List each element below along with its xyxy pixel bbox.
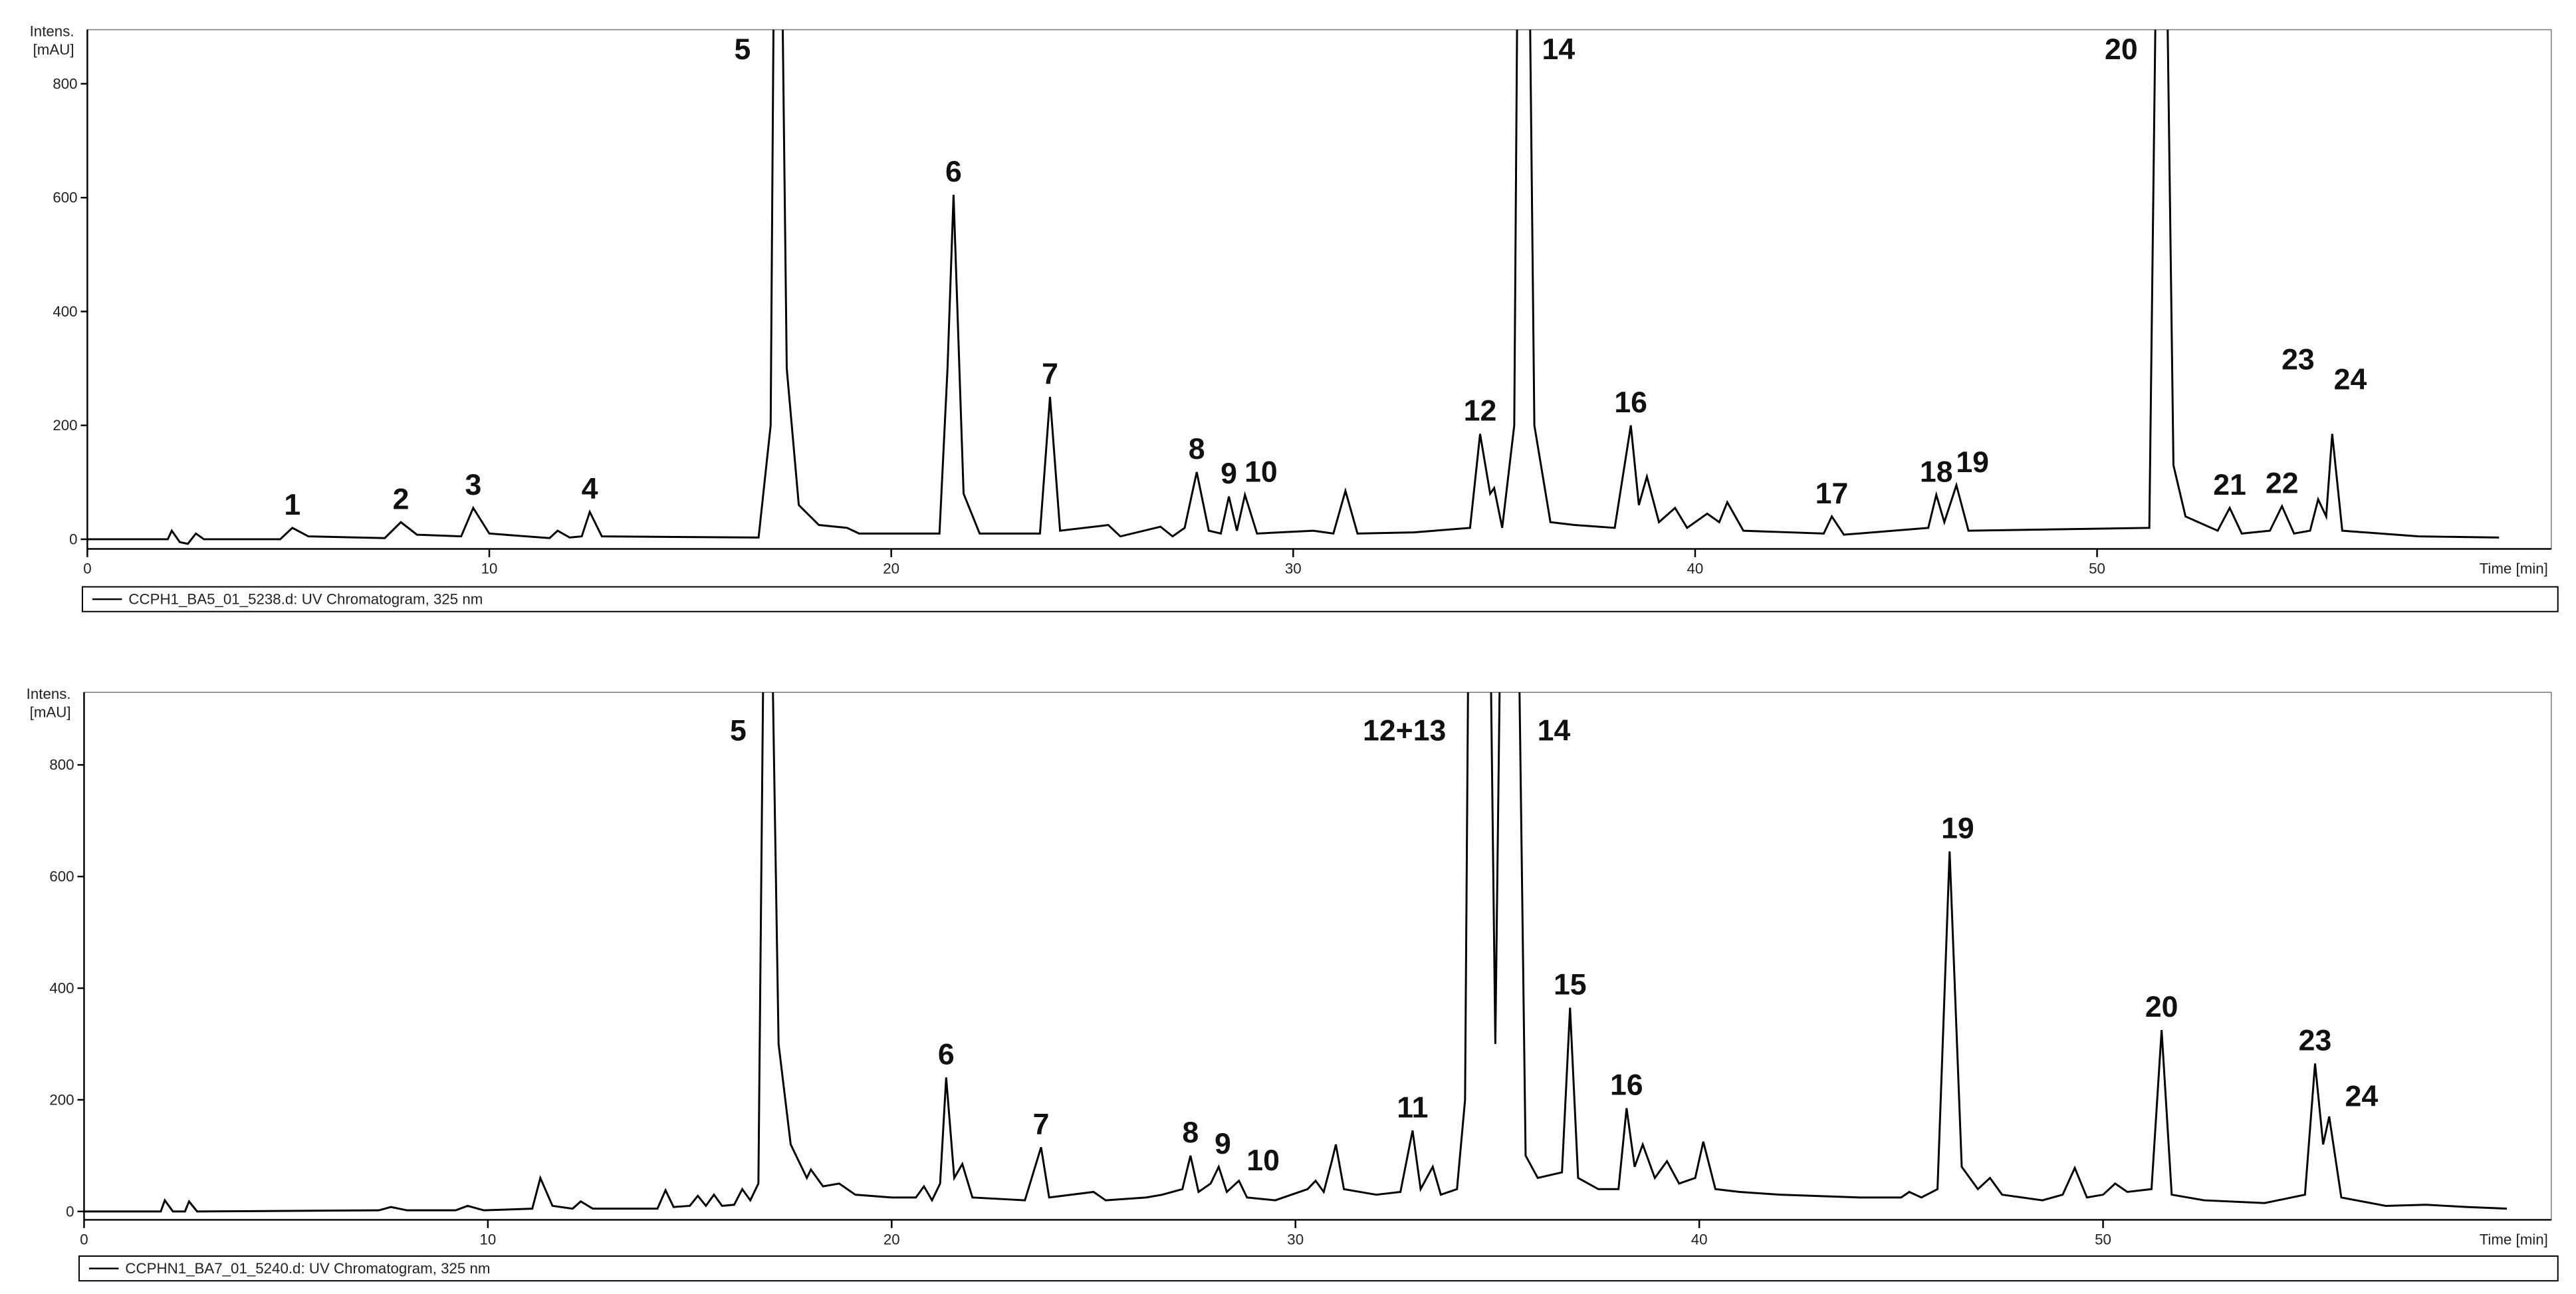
x-tick-label: 50 [2089, 561, 2105, 577]
legend-box [81, 586, 2559, 612]
y-tick-label: 800 [49, 757, 74, 773]
peak-label: 15 [1554, 969, 1587, 1001]
peak-label: 7 [1042, 358, 1058, 390]
peak-label: 7 [1033, 1108, 1050, 1140]
x-tick-label: 20 [883, 561, 899, 577]
y-tick-label: 0 [69, 531, 77, 547]
peak-label: 12 [1464, 395, 1497, 428]
peak-label: 21 [2213, 469, 2246, 501]
peak-label: 18 [1920, 455, 1953, 488]
peak-label: 6 [945, 156, 962, 188]
peak-label: 4 [582, 473, 598, 505]
y-axis-label: Intens. [30, 23, 74, 40]
peak-label: 10 [1246, 1144, 1280, 1177]
y-tick-label: 600 [53, 190, 77, 206]
legend-label: CCPH1_BA5_01_5238.d: UV Chromatogram, 32… [128, 591, 483, 608]
trace-line [84, 692, 2508, 1213]
peak-label: 22 [2266, 467, 2299, 499]
legend-box [78, 1255, 2559, 1282]
y-tick-label: 600 [49, 868, 74, 885]
x-tick-label: 50 [2095, 1231, 2111, 1248]
peak-label: 17 [1815, 477, 1849, 510]
y-tick-label: 200 [53, 417, 77, 434]
peak-label: 14 [1538, 715, 1571, 747]
peak-label: 20 [2105, 33, 2138, 66]
x-tick-label: 20 [883, 1231, 900, 1248]
y-tick-label: 800 [53, 75, 77, 92]
peak-label: 23 [2299, 1025, 2332, 1057]
y-tick-label: 200 [49, 1091, 74, 1108]
trace-line [87, 29, 2500, 545]
peak-label: 5 [735, 33, 751, 66]
peak-label: 16 [1610, 1069, 1643, 1102]
x-tick-label: 10 [481, 561, 498, 577]
peak-label: 2 [393, 483, 410, 515]
x-tick-label: 0 [83, 561, 91, 577]
x-axis-label: Time [min] [2480, 1231, 2548, 1248]
peak-label: 10 [1244, 455, 1278, 488]
x-tick-label: 30 [1287, 1231, 1304, 1248]
chart-panel: 0 200 400 600 800 0 10 20 30 40 50 Intens. [mAU] Time… [27, 686, 2552, 1248]
peak-label: 11 [1397, 1091, 1428, 1124]
x-tick-label: 40 [1687, 561, 1704, 577]
y-axis-label: [mAU] [33, 41, 74, 58]
y-tick-label: 400 [53, 303, 77, 320]
legend-label: CCPHN1_BA7_01_5240.d: UV Chromatogram, 3… [125, 1260, 490, 1277]
x-tick-label: 0 [80, 1231, 88, 1248]
peak-label: 14 [1542, 33, 1576, 66]
x-tick-label: 10 [479, 1231, 496, 1248]
peak-label: 19 [1956, 446, 1989, 479]
plot-frame [83, 692, 2552, 1221]
y-axis-label: [mAU] [30, 704, 71, 720]
peak-label: 19 [1941, 813, 1974, 845]
peak-label: 23 [2282, 344, 2315, 376]
y-tick-label: 0 [66, 1203, 74, 1220]
peak-label: 24 [2345, 1081, 2379, 1113]
peak-label: 24 [2334, 364, 2367, 396]
peak-label: 20 [2145, 991, 2178, 1023]
y-tick-label: 400 [49, 980, 74, 997]
x-axis-label: Time [min] [2480, 561, 2548, 577]
peak-label: 3 [465, 469, 481, 501]
x-tick-label: 40 [1691, 1231, 1708, 1248]
peak-label: 9 [1215, 1128, 1231, 1160]
x-tick-label: 30 [1285, 561, 1302, 577]
peak-label: 5 [730, 715, 747, 747]
peak-label: 16 [1614, 386, 1647, 419]
y-axis-label: Intens. [27, 686, 71, 702]
peak-label: 12+13 [1363, 715, 1446, 747]
peak-label: 9 [1221, 457, 1237, 490]
plot-frame [86, 29, 2552, 550]
peak-label: 1 [284, 489, 300, 521]
peak-label: 8 [1182, 1116, 1199, 1149]
peak-label: 8 [1189, 433, 1205, 465]
chart-panel: 0 200 400 600 800 0 10 20 30 40 50 Intens.[mAU] Time… [30, 23, 2552, 577]
peak-label: 6 [938, 1039, 955, 1071]
